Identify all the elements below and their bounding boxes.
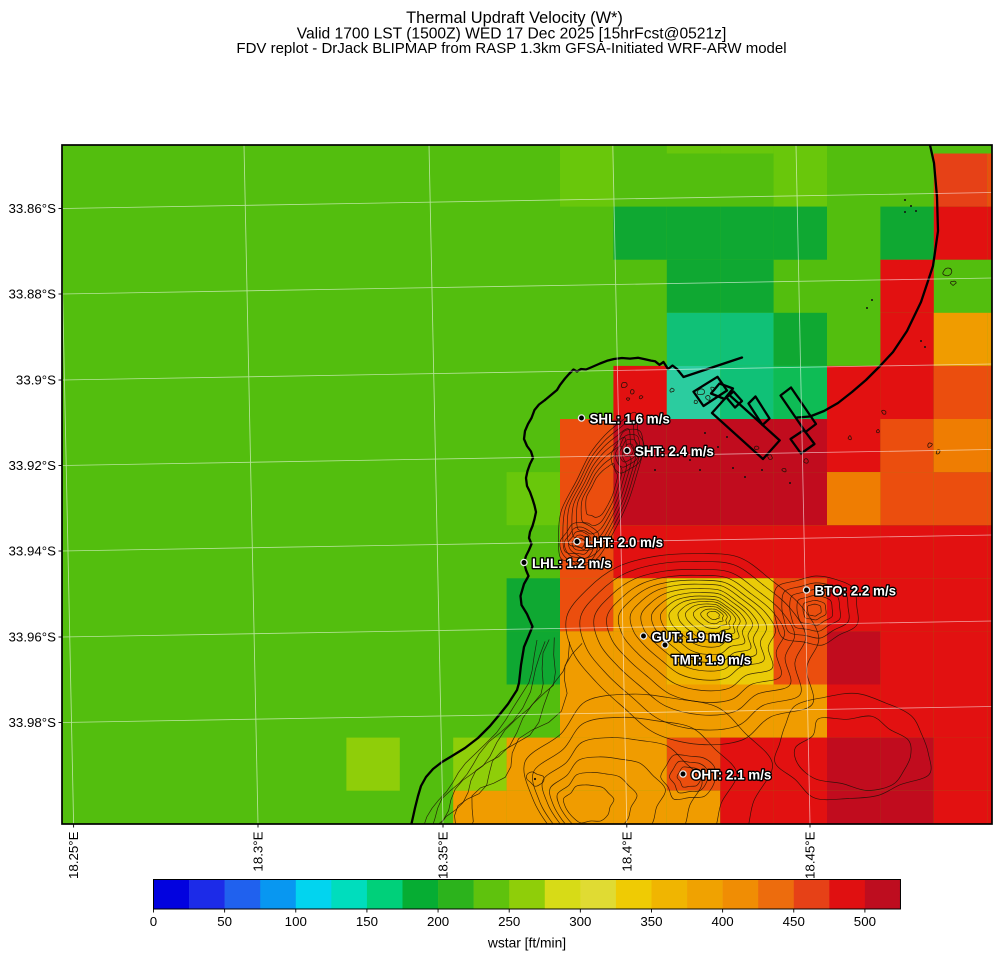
- svg-text:33.88°S: 33.88°S: [9, 287, 57, 302]
- svg-text:250: 250: [498, 914, 520, 929]
- svg-text:SHL: 1.6 m/s: SHL: 1.6 m/s: [590, 412, 670, 427]
- svg-text:OHT: 2.1 m/s: OHT: 2.1 m/s: [691, 768, 771, 783]
- svg-text:Thermal Updraft Velocity (W*): Thermal Updraft Velocity (W*): [406, 9, 623, 27]
- svg-text:GUT: 1.9 m/s: GUT: 1.9 m/s: [652, 630, 732, 645]
- svg-text:0: 0: [150, 914, 157, 929]
- svg-text:300: 300: [569, 914, 591, 929]
- svg-text:18.4°E: 18.4°E: [619, 831, 634, 871]
- svg-text:200: 200: [427, 914, 449, 929]
- svg-text:LHL: 1.2 m/s: LHL: 1.2 m/s: [532, 556, 612, 571]
- svg-text:33.94°S: 33.94°S: [9, 544, 57, 559]
- svg-text:33.98°S: 33.98°S: [9, 715, 57, 730]
- svg-text:TMT: 1.9 m/s: TMT: 1.9 m/s: [672, 653, 752, 668]
- svg-text:50: 50: [217, 914, 232, 929]
- svg-text:33.9°S: 33.9°S: [16, 373, 56, 388]
- svg-text:18.35°E: 18.35°E: [436, 831, 451, 879]
- svg-text:18.25°E: 18.25°E: [66, 831, 81, 879]
- svg-text:Valid 1700 LST (1500Z) WED 17: Valid 1700 LST (1500Z) WED 17 Dec 2025 […: [297, 26, 727, 43]
- svg-text:450: 450: [783, 914, 805, 929]
- svg-text:400: 400: [712, 914, 734, 929]
- svg-text:100: 100: [285, 914, 307, 929]
- svg-text:SHT: 2.4 m/s: SHT: 2.4 m/s: [635, 444, 714, 459]
- svg-text:18.3°E: 18.3°E: [251, 831, 266, 871]
- svg-text:BTO: 2.2 m/s: BTO: 2.2 m/s: [815, 584, 897, 599]
- svg-text:wstar [ft/min]: wstar [ft/min]: [487, 936, 566, 951]
- svg-text:150: 150: [356, 914, 378, 929]
- svg-text:350: 350: [640, 914, 662, 929]
- svg-text:18.45°E: 18.45°E: [803, 831, 818, 879]
- svg-text:500: 500: [854, 914, 876, 929]
- svg-text:33.92°S: 33.92°S: [9, 458, 57, 473]
- svg-text:LHT: 2.0 m/s: LHT: 2.0 m/s: [585, 535, 663, 550]
- svg-text:33.86°S: 33.86°S: [9, 201, 57, 216]
- svg-text:33.96°S: 33.96°S: [9, 630, 57, 645]
- svg-text:FDV replot - DrJack BLIPMAP fr: FDV replot - DrJack BLIPMAP from RASP 1.…: [236, 40, 786, 57]
